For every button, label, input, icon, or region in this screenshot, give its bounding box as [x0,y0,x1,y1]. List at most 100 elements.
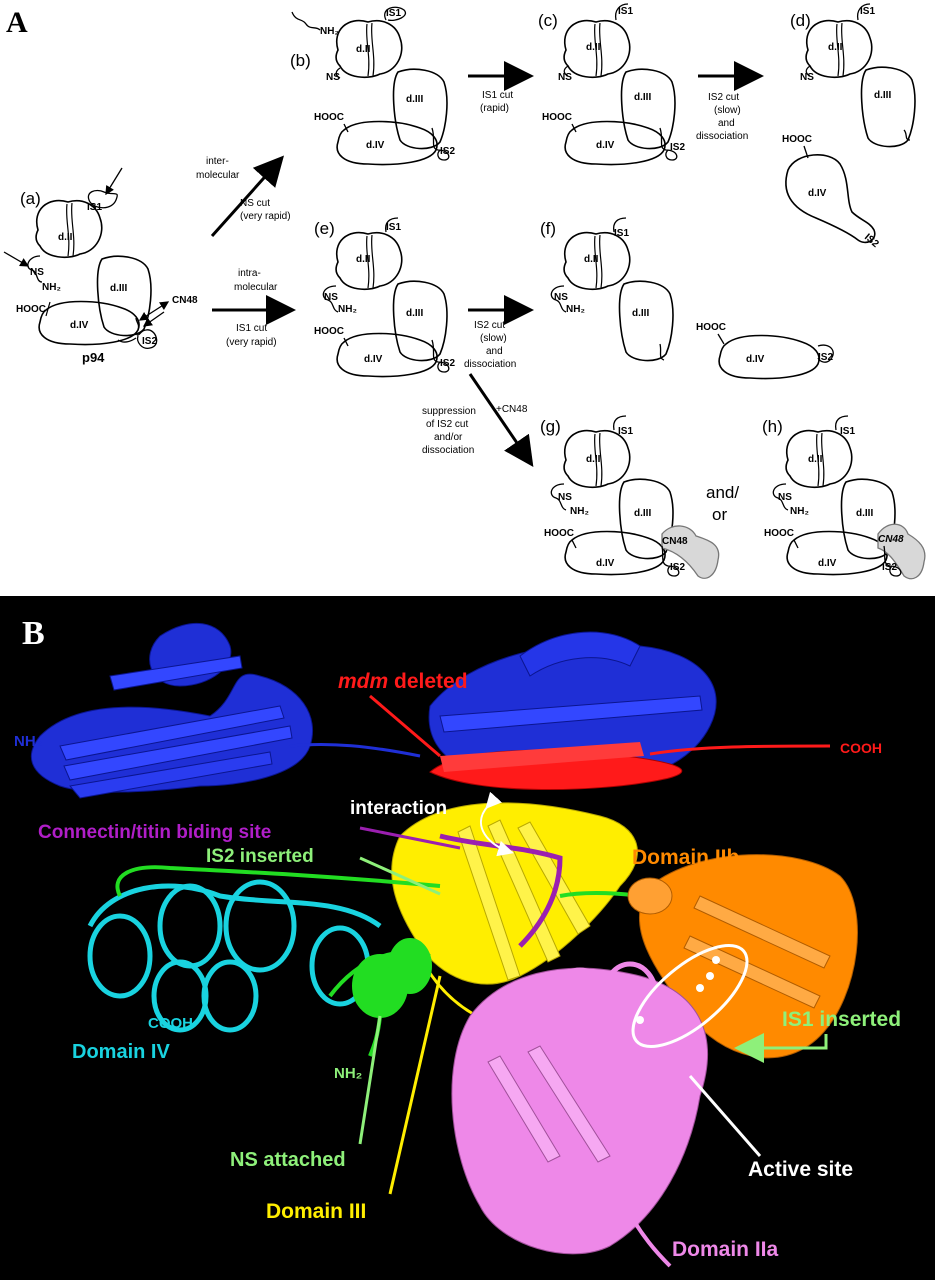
svg-text:IS2: IS2 [670,142,685,153]
svg-text:IS2: IS2 [142,336,157,347]
svg-text:(c): (c) [538,11,558,30]
svg-text:IS1: IS1 [614,228,629,239]
state-f: (f) IS1 d.II d.III NS NH₂ HOOC d.IV IS2 [540,217,834,380]
svg-text:NH₂: NH₂ [570,506,589,517]
svg-text:IS1: IS1 [386,222,401,233]
panel-a-label: A [6,6,28,39]
svg-text:IS1: IS1 [386,8,401,19]
svg-text:NS: NS [558,492,572,503]
nh2-green: NH₂ [334,1065,362,1082]
svg-text:IS2 cut: IS2 cut [474,320,505,331]
svg-text:d.III: d.III [632,308,649,319]
svg-text:(very rapid): (very rapid) [226,337,277,348]
state-e: (e) IS1 d.II d.III d.IV NS NH₂ HOOC IS2 [314,217,455,378]
svg-text:suppression: suppression [422,406,476,417]
svg-text:IS1: IS1 [840,426,855,437]
svg-text:NS: NS [326,72,340,83]
svg-text:HOOC: HOOC [764,528,794,539]
svg-text:IS2: IS2 [818,352,833,363]
svg-text:NS: NS [558,72,572,83]
protein-name: p94 [82,350,105,365]
svg-text:IS2: IS2 [862,232,881,250]
svg-text:d.IV: d.IV [596,558,615,569]
svg-text:NS: NS [554,292,568,303]
svg-text:d.II: d.II [58,232,73,243]
svg-text:NH₂: NH₂ [320,26,339,37]
svg-text:NH₂: NH₂ [790,506,809,517]
svg-text:and: and [718,118,735,129]
active-site-ellipse [631,943,749,1049]
arrow-e-g [468,373,534,467]
panel-b-structure: B [14,615,901,1268]
svg-text:CN48: CN48 [878,534,904,545]
svg-text:NH₂: NH₂ [338,304,357,315]
state-c: (c) IS1 d.II d.III d.IV NS HOOC IS2 [538,3,685,166]
svg-text:d.III: d.III [634,92,651,103]
svg-text:dissociation: dissociation [464,359,516,370]
active-site-label: Active site [748,1158,853,1181]
svg-text:HOOC: HOOC [314,326,344,337]
svg-text:d.IV: d.IV [364,354,383,365]
svg-text:(very rapid): (very rapid) [240,211,291,222]
svg-text:d.II: d.II [356,44,371,55]
svg-text:(slow): (slow) [714,105,741,116]
svg-text:IS2: IS2 [882,562,897,573]
svg-text:d.III: d.III [874,90,891,101]
domain-iv-label: Domain IV [72,1041,170,1063]
svg-text:IS1: IS1 [618,6,633,17]
svg-text:d.IV: d.IV [746,354,765,365]
domain-iia-label: Domain IIa [672,1238,779,1261]
svg-text:d.II: d.II [584,254,599,265]
is1-inserted-label: IS1 inserted [782,1008,901,1031]
interaction-label: interaction [350,798,447,819]
state-g: (g) IS1 d.II d.III d.IV NS NH₂ HOOC CN48… [540,415,720,579]
svg-text:HOOC: HOOC [542,112,572,123]
nh2-blue: NH₂ [14,733,42,750]
cooh-red: COOH [840,740,882,756]
svg-text:NS: NS [30,267,44,278]
domain-i-left [30,622,314,799]
svg-text:d.IV: d.IV [818,558,837,569]
svg-text:inter-: inter- [206,156,229,167]
svg-text:d.II: d.II [356,254,371,265]
svg-text:HOOC: HOOC [782,134,812,145]
svg-text:IS1: IS1 [87,202,102,213]
svg-text:d.II: d.II [586,42,601,53]
svg-text:intra-: intra- [238,268,261,279]
svg-text:d.II: d.II [586,454,601,465]
svg-text:(rapid): (rapid) [480,103,509,114]
svg-text:dissociation: dissociation [422,445,474,456]
svg-text:d.IV: d.IV [596,140,615,151]
ns-attached-label: NS attached [230,1149,346,1171]
titin-site [439,833,563,948]
svg-text:d.III: d.III [856,508,873,519]
panel-a-diagram: A (a) IS1 d.II d.III d.IV NS NH₂ HOOC IS… [3,3,926,580]
domain-i-right [428,631,717,787]
svg-text:molecular: molecular [196,170,240,181]
mdm-label: mdm deleted [338,670,468,693]
svg-text:IS1: IS1 [618,426,633,437]
domain-iia [451,961,708,1268]
svg-text:d.IV: d.IV [366,140,385,151]
svg-text:NS: NS [778,492,792,503]
svg-text:of IS2 cut: of IS2 cut [426,419,468,430]
panel-a: A (a) IS1 d.II d.III d.IV NS NH₂ HOOC IS… [0,0,935,596]
svg-text:NS: NS [324,292,338,303]
svg-text:d.III: d.III [634,508,651,519]
svg-text:HOOC: HOOC [544,528,574,539]
svg-text:IS2: IS2 [440,358,455,369]
domain-iib-label: Domain IIb [632,846,739,869]
svg-text:(slow): (slow) [480,333,507,344]
svg-text:IS1: IS1 [860,6,875,17]
svg-text:IS1 cut: IS1 cut [482,90,513,101]
svg-text:CN48: CN48 [662,536,688,547]
svg-text:d.IV: d.IV [70,320,89,331]
svg-text:(g): (g) [540,417,561,436]
cn48-shape [661,525,720,579]
svg-text:IS2: IS2 [670,562,685,573]
svg-text:dissociation: dissociation [696,131,748,142]
svg-text:+CN48: +CN48 [496,404,528,415]
cooh-cyan: COOH [148,1015,193,1032]
svg-text:NS: NS [800,72,814,83]
state-b: NH₂ (b) IS1 d.II d.III d.IV NS HOOC IS2 [290,6,455,166]
